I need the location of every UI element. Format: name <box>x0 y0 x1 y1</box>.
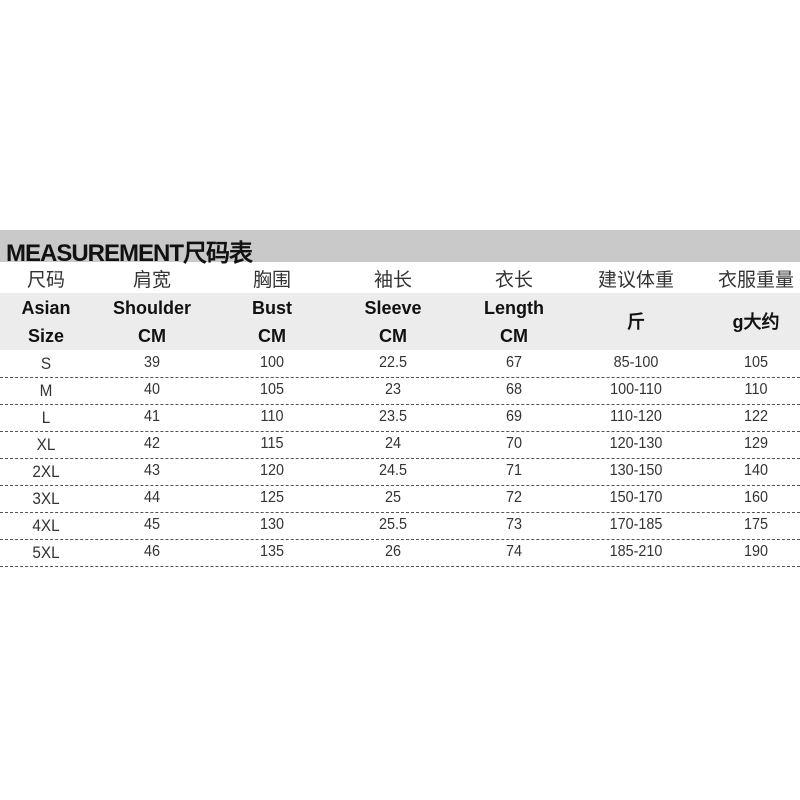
cell-garment-weight: 140 <box>743 462 769 479</box>
header-row-english: Asian Size Shoulder CM Bust CM Sleeve CM Length C… <box>0 293 800 350</box>
header-en-line2: CM <box>379 326 407 346</box>
cell-shoulder: 39 <box>143 354 161 371</box>
cell-length: 72 <box>505 489 523 506</box>
header-en-line1: Asian <box>21 298 71 318</box>
cell-weight: 85-100 <box>613 354 659 371</box>
header-en-line1: 斤 <box>627 312 645 332</box>
header-en-size: Asian Size <box>21 294 70 350</box>
cell-length: 71 <box>505 462 523 479</box>
cell-weight: 120-130 <box>609 435 663 452</box>
header-cn-bust: 胸围 <box>252 270 292 291</box>
cell-length: 70 <box>505 435 523 452</box>
cell-size: S <box>40 354 52 373</box>
cell-length: 73 <box>505 516 523 533</box>
table-row: L 41 110 23.5 69 110-120 122 <box>0 404 800 432</box>
cell-weight: 185-210 <box>609 543 663 560</box>
cell-shoulder: 42 <box>143 435 161 452</box>
cell-garment-weight: 190 <box>743 543 769 560</box>
cell-sleeve: 23.5 <box>378 408 408 425</box>
cell-weight: 170-185 <box>609 516 663 533</box>
cell-bust: 125 <box>259 489 285 506</box>
header-row-chinese: 尺码 肩宽 胸围 袖长 衣长 建议体重 衣服重量 <box>0 262 800 293</box>
header-en-sleeve: Sleeve CM <box>364 294 421 350</box>
cell-garment-weight: 129 <box>743 435 769 452</box>
header-en-line1: Sleeve <box>364 298 422 318</box>
cell-garment-weight: 122 <box>743 408 769 425</box>
header-en-line2: CM <box>500 326 528 346</box>
cell-sleeve: 24.5 <box>378 462 408 479</box>
table-row: S 39 100 22.5 67 85-100 105 <box>0 350 800 378</box>
cell-bust: 100 <box>259 354 285 371</box>
cell-length: 68 <box>505 381 523 398</box>
cell-shoulder: 46 <box>143 543 161 560</box>
cell-garment-weight: 105 <box>743 354 769 371</box>
cell-garment-weight: 160 <box>743 489 769 506</box>
cell-sleeve: 22.5 <box>378 354 408 371</box>
header-en-line1: Length <box>484 298 544 318</box>
table-row: 2XL 43 120 24.5 71 130-150 140 <box>0 458 800 486</box>
cell-sleeve: 26 <box>384 543 402 560</box>
cell-weight: 110-120 <box>610 408 662 425</box>
cell-weight: 100-110 <box>610 381 662 398</box>
cell-shoulder: 45 <box>143 516 161 533</box>
header-en-weight: 斤 <box>627 308 645 336</box>
cell-size: 4XL <box>32 516 60 535</box>
table-row: XL 42 115 24 70 120-130 129 <box>0 431 800 459</box>
cell-length: 67 <box>505 354 523 371</box>
table-row: 3XL 44 125 25 72 150-170 160 <box>0 485 800 513</box>
cell-size: XL <box>36 435 56 454</box>
header-cn-shoulder: 肩宽 <box>132 270 172 291</box>
table-title: MEASUREMENT尺码表 <box>6 240 253 267</box>
cell-garment-weight: 110 <box>744 381 768 398</box>
cell-length: 74 <box>505 543 523 560</box>
header-en-line2: CM <box>258 326 286 346</box>
cell-bust: 105 <box>259 381 285 398</box>
cell-sleeve: 25 <box>384 489 402 506</box>
header-en-length: Length CM <box>484 294 544 350</box>
cell-shoulder: 44 <box>143 489 161 506</box>
cell-weight: 130-150 <box>609 462 663 479</box>
table-row: 4XL 45 130 25.5 73 170-185 175 <box>0 512 800 540</box>
header-en-garment-weight: g大约 <box>733 308 780 336</box>
cell-bust: 115 <box>260 435 284 452</box>
cell-size: L <box>41 408 51 427</box>
cell-bust: 120 <box>259 462 285 479</box>
cell-sleeve: 25.5 <box>378 516 408 533</box>
cell-size: 3XL <box>32 489 60 508</box>
cell-size: 5XL <box>32 543 60 562</box>
cell-weight: 150-170 <box>609 489 663 506</box>
cell-shoulder: 43 <box>143 462 161 479</box>
table-row: M 40 105 23 68 100-110 110 <box>0 377 800 405</box>
cell-size: 2XL <box>32 462 60 481</box>
cell-sleeve: 24 <box>384 435 402 452</box>
header-cn-garment-weight: 衣服重量 <box>717 270 795 291</box>
cell-bust: 110 <box>260 408 284 425</box>
header-en-line1: Shoulder <box>112 298 192 318</box>
cell-shoulder: 40 <box>143 381 161 398</box>
header-en-shoulder: Shoulder CM <box>113 294 191 350</box>
table-row: 5XL 46 135 26 74 185-210 190 <box>0 539 800 567</box>
header-cn-size: 尺码 <box>26 270 66 291</box>
header-en-line1: Bust <box>252 298 292 318</box>
cell-bust: 135 <box>259 543 285 560</box>
header-en-line2: Size <box>27 326 65 346</box>
cell-size: M <box>39 381 53 400</box>
cell-garment-weight: 175 <box>743 516 769 533</box>
cell-bust: 130 <box>259 516 285 533</box>
cell-sleeve: 23 <box>384 381 402 398</box>
header-cn-length: 衣长 <box>494 270 534 291</box>
header-en-line2: CM <box>137 326 166 346</box>
header-cn-weight: 建议体重 <box>597 270 675 291</box>
cell-length: 69 <box>505 408 523 425</box>
cell-shoulder: 41 <box>143 408 161 425</box>
title-bar: MEASUREMENT尺码表 <box>0 230 800 267</box>
header-en-bust: Bust CM <box>252 294 292 350</box>
header-en-line1: g大约 <box>732 312 780 332</box>
header-cn-sleeve: 袖长 <box>373 270 413 291</box>
